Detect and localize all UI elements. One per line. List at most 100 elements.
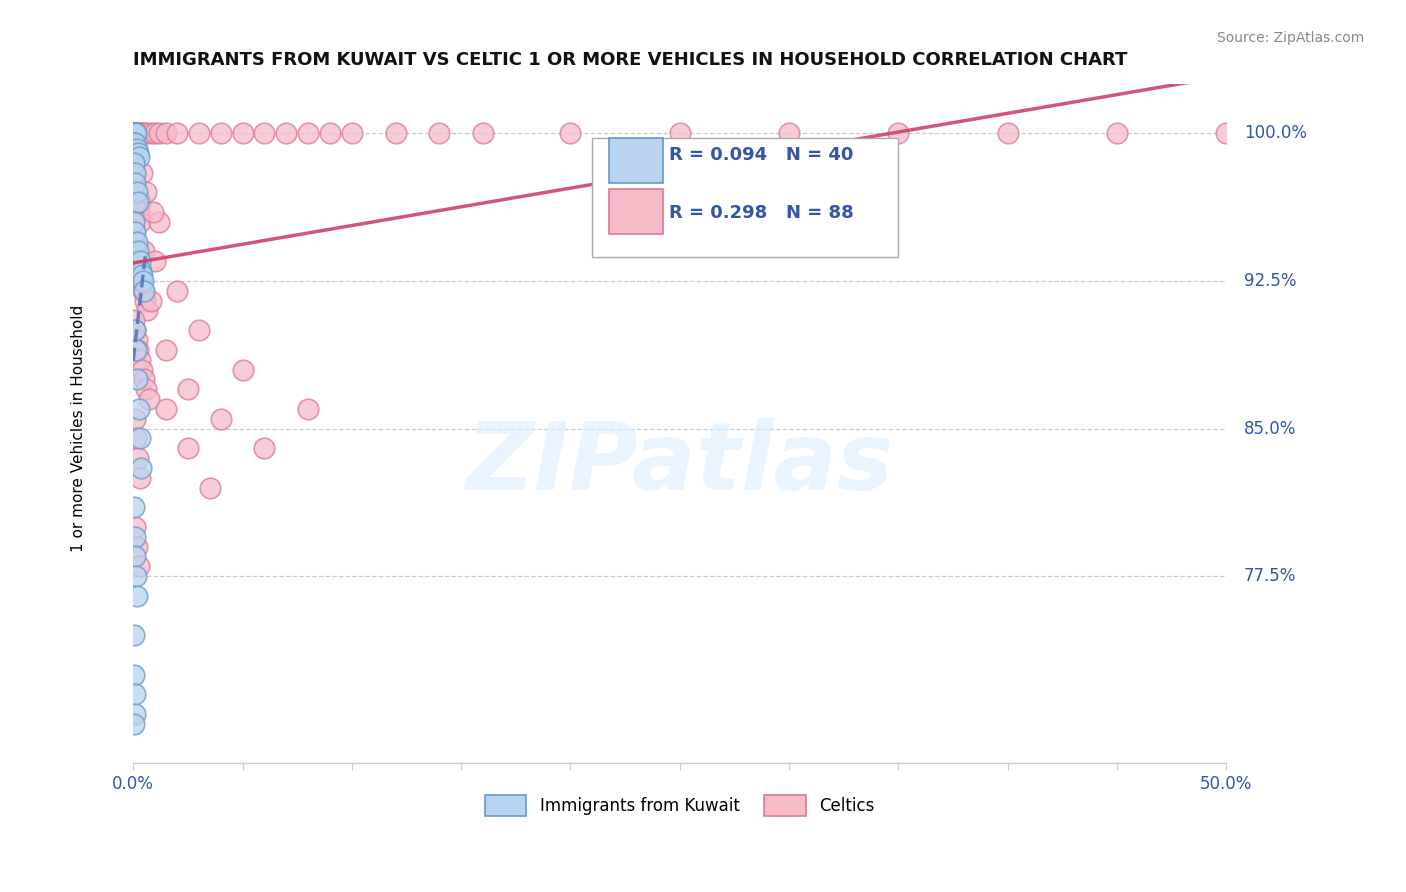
Point	[148, 126, 170, 140]
Point	[668, 126, 690, 140]
Point	[297, 401, 319, 416]
Point	[128, 126, 150, 140]
Point	[124, 126, 146, 140]
Point	[127, 195, 149, 210]
Point	[128, 559, 150, 574]
Point	[139, 126, 162, 140]
Point	[124, 225, 146, 239]
Point	[778, 126, 800, 140]
Text: 92.5%: 92.5%	[1244, 272, 1296, 290]
Point	[276, 126, 298, 140]
Point	[209, 126, 232, 140]
Point	[125, 540, 148, 554]
Point	[129, 264, 152, 278]
Point	[124, 530, 146, 544]
Point	[198, 481, 221, 495]
Point	[125, 126, 148, 140]
Point	[128, 264, 150, 278]
Point	[132, 274, 155, 288]
Point	[253, 441, 276, 455]
Point	[124, 126, 146, 140]
Text: 100.0%: 100.0%	[1244, 124, 1306, 143]
Point	[128, 126, 150, 140]
Point	[124, 313, 146, 327]
Point	[128, 352, 150, 367]
Text: Source: ZipAtlas.com: Source: ZipAtlas.com	[1216, 31, 1364, 45]
Point	[124, 520, 146, 534]
Text: IMMIGRANTS FROM KUWAIT VS CELTIC 1 OR MORE VEHICLES IN HOUSEHOLD CORRELATION CHA: IMMIGRANTS FROM KUWAIT VS CELTIC 1 OR MO…	[134, 51, 1128, 69]
Point	[131, 166, 153, 180]
Text: ZIPatlas: ZIPatlas	[465, 418, 894, 510]
Point	[131, 268, 153, 282]
Point	[128, 254, 150, 268]
Point	[125, 589, 148, 603]
Point	[384, 126, 406, 140]
Point	[127, 244, 149, 259]
Point	[122, 628, 145, 642]
Text: 85.0%: 85.0%	[1244, 419, 1296, 438]
Text: R = 0.298   N = 88: R = 0.298 N = 88	[669, 204, 853, 222]
Point	[124, 136, 146, 151]
Point	[125, 235, 148, 249]
Point	[124, 156, 146, 170]
Point	[209, 411, 232, 425]
Point	[122, 136, 145, 151]
Point	[560, 126, 582, 140]
Point	[128, 471, 150, 485]
Point	[128, 401, 150, 416]
Point	[166, 126, 188, 140]
Point	[128, 205, 150, 219]
Point	[187, 323, 209, 337]
Point	[129, 274, 152, 288]
Point	[124, 235, 146, 249]
Point	[135, 126, 157, 140]
Point	[177, 441, 200, 455]
Point	[124, 176, 146, 190]
Point	[134, 126, 156, 140]
Point	[143, 254, 166, 268]
Text: 1 or more Vehicles in Household: 1 or more Vehicles in Household	[72, 305, 86, 552]
Point	[124, 126, 146, 140]
Point	[122, 126, 145, 140]
Point	[135, 186, 157, 200]
Point	[135, 382, 157, 396]
Point	[148, 215, 170, 229]
Point	[125, 126, 148, 140]
Point	[122, 146, 145, 161]
Point	[131, 362, 153, 376]
Point	[125, 244, 148, 259]
Point	[124, 176, 146, 190]
Text: 77.5%: 77.5%	[1244, 567, 1296, 585]
Point	[253, 126, 276, 140]
Point	[124, 500, 146, 515]
Point	[134, 372, 156, 386]
Point	[124, 166, 146, 180]
Legend: Immigrants from Kuwait, Celtics: Immigrants from Kuwait, Celtics	[478, 788, 882, 822]
FancyBboxPatch shape	[592, 138, 898, 257]
Point	[319, 126, 342, 140]
FancyBboxPatch shape	[609, 189, 664, 234]
Point	[142, 205, 165, 219]
Point	[129, 461, 152, 475]
Point	[887, 126, 910, 140]
Point	[125, 569, 148, 583]
Point	[128, 431, 150, 445]
Point	[124, 411, 146, 425]
Point	[124, 126, 146, 140]
Point	[122, 667, 145, 681]
Point	[124, 323, 146, 337]
Point	[136, 303, 159, 318]
Point	[127, 186, 149, 200]
Point	[127, 343, 149, 357]
Point	[128, 150, 150, 164]
Point	[155, 343, 177, 357]
Point	[122, 225, 145, 239]
Point	[166, 284, 188, 298]
Point	[125, 142, 148, 156]
Point	[125, 431, 148, 445]
Point	[122, 156, 145, 170]
Point	[125, 333, 148, 347]
Point	[127, 451, 149, 466]
FancyBboxPatch shape	[609, 138, 664, 183]
Point	[127, 195, 149, 210]
